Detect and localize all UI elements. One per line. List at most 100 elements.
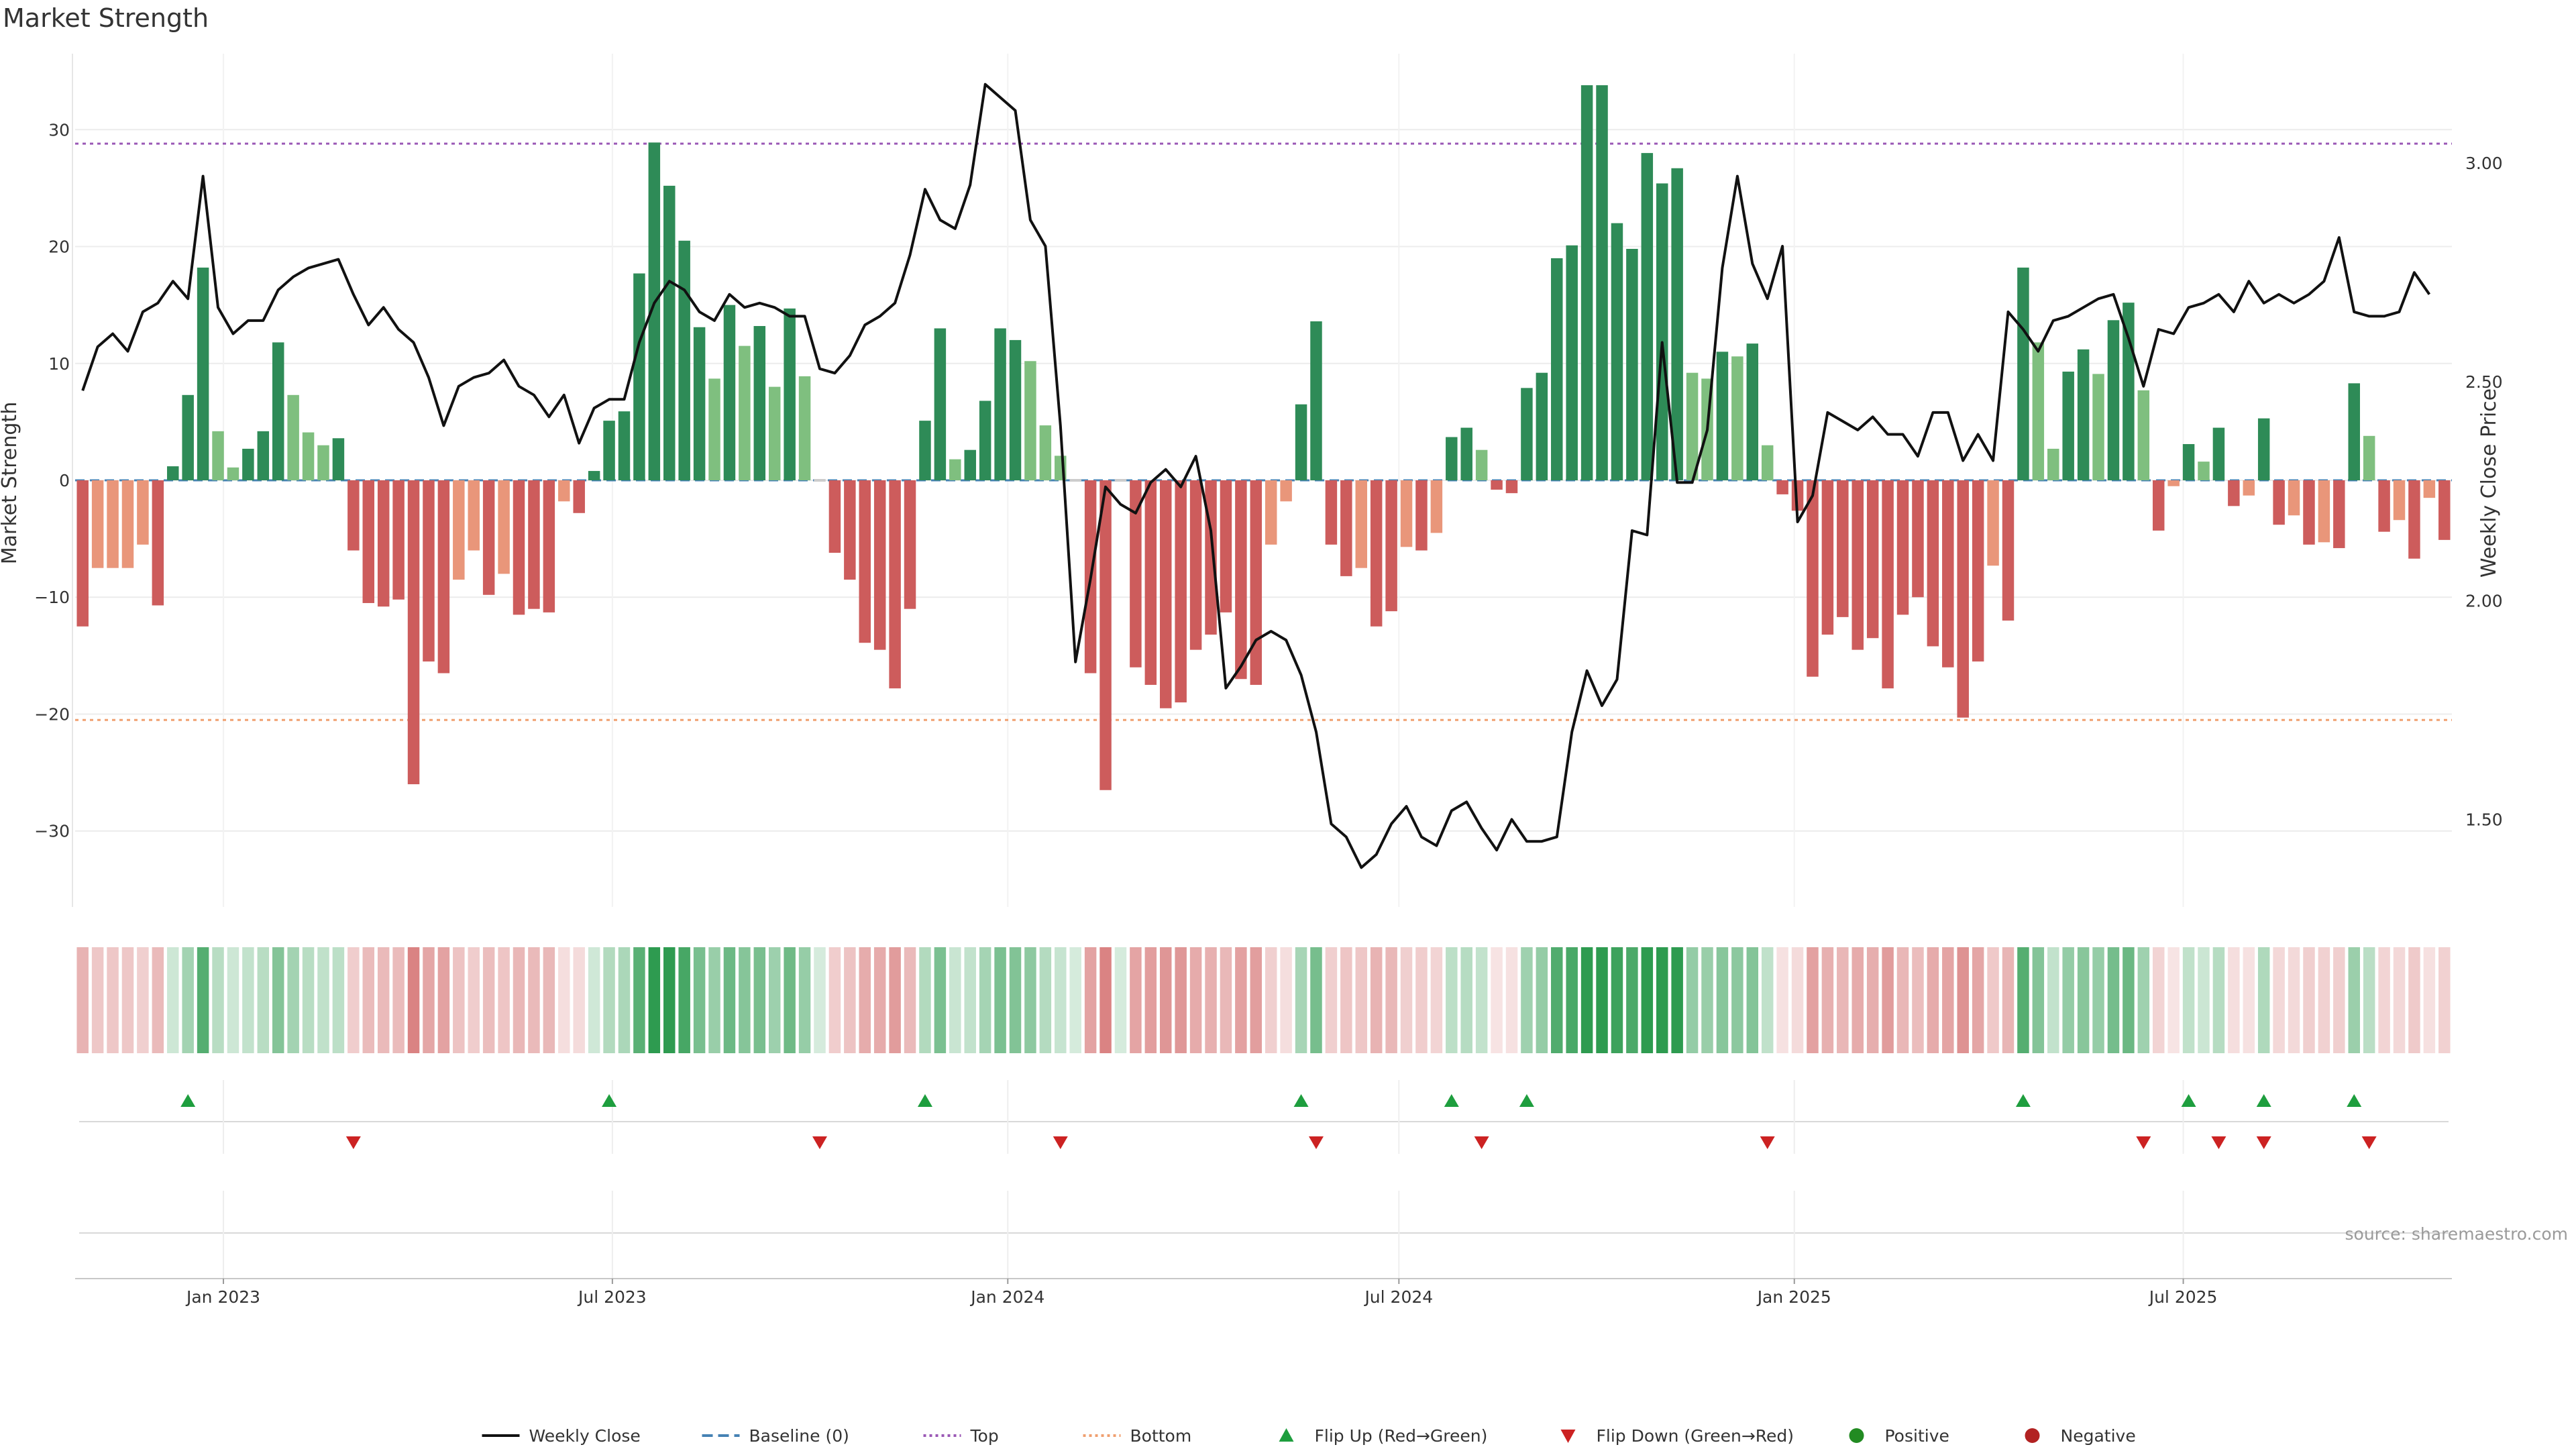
strength-bar	[573, 480, 585, 513]
strength-cell	[76, 947, 89, 1053]
strength-cell	[663, 947, 676, 1053]
strength-cell	[392, 947, 405, 1053]
strength-bar	[828, 480, 841, 553]
strength-cell	[558, 947, 570, 1053]
strength-cell	[1370, 947, 1383, 1053]
strength-bar	[648, 142, 661, 480]
strength-cell	[453, 947, 465, 1053]
strength-bar	[844, 480, 856, 580]
strength-bar	[2152, 480, 2165, 531]
strength-cell	[1295, 947, 1307, 1053]
strength-cell	[1972, 947, 1984, 1053]
strength-bar	[1896, 480, 1909, 615]
strength-bar	[1370, 480, 1383, 627]
strength-cell	[2167, 947, 2180, 1053]
strength-bar	[1250, 480, 1263, 685]
flip-down-marker	[2256, 1136, 2271, 1149]
strength-bar	[1671, 168, 1683, 480]
strength-cell	[1189, 947, 1202, 1053]
strength-cell	[2393, 947, 2406, 1053]
strength-cell	[468, 947, 480, 1053]
x-tick-label: Jul 2025	[2148, 1287, 2218, 1307]
flip-up-marker	[180, 1094, 196, 1107]
flip-up-marker	[2256, 1094, 2271, 1107]
strength-cell	[1130, 947, 1142, 1053]
strength-bar	[994, 328, 1006, 480]
flip-down-marker	[1474, 1136, 1489, 1149]
strength-cell	[317, 947, 329, 1053]
strength-bar	[317, 445, 329, 480]
legend-item: Bottom	[1083, 1426, 1191, 1446]
strength-cell	[227, 947, 239, 1053]
strength-cell	[1536, 947, 1548, 1053]
strength-bar	[212, 431, 224, 480]
strength-cell	[1475, 947, 1488, 1053]
strength-cell	[723, 947, 736, 1053]
strength-bar	[1837, 480, 1849, 617]
strength-cell	[2107, 947, 2120, 1053]
strength-bar	[1325, 480, 1338, 545]
strength-bar	[979, 400, 991, 480]
strength-cell	[1746, 947, 1759, 1053]
strength-bar	[2288, 480, 2300, 516]
strength-cell	[1551, 947, 1563, 1053]
strength-cell	[1626, 947, 1638, 1053]
strength-cell	[242, 947, 254, 1053]
strength-cell	[1400, 947, 1413, 1053]
strength-cell	[934, 947, 947, 1053]
strength-cell	[2348, 947, 2360, 1053]
strength-cell	[1385, 947, 1397, 1053]
strength-bar	[2408, 480, 2420, 559]
flip-signals-panel	[79, 1080, 2449, 1154]
strength-bar	[272, 342, 284, 480]
strength-cell	[1280, 947, 1292, 1053]
strength-cell	[1024, 947, 1036, 1053]
right-y-axis: 3.00 2.50 2.00 1.50	[2465, 154, 2503, 829]
strength-cell	[423, 947, 435, 1053]
strength-bar	[603, 421, 615, 480]
strength-cell	[137, 947, 149, 1053]
strength-bar	[2348, 383, 2360, 480]
strength-bar	[1656, 183, 1668, 480]
strength-cell	[693, 947, 706, 1053]
strength-cell	[814, 947, 826, 1053]
strength-bar	[2303, 480, 2315, 545]
strength-bar	[739, 345, 751, 480]
strength-cell	[1084, 947, 1097, 1053]
strength-cell	[588, 947, 600, 1053]
strength-bar	[1927, 480, 1939, 647]
strength-cell	[1325, 947, 1338, 1053]
strength-bar	[2333, 480, 2345, 549]
strength-bar	[949, 459, 961, 480]
strength-cell	[648, 947, 661, 1053]
strength-cell	[1882, 947, 1894, 1053]
strength-bar	[753, 325, 766, 480]
strength-cell	[287, 947, 299, 1053]
strength-cell	[949, 947, 961, 1053]
strength-bar	[1942, 480, 1954, 667]
strength-cell	[1716, 947, 1729, 1053]
strength-bar	[934, 328, 947, 480]
strength-cell	[1641, 947, 1654, 1053]
strength-bar	[1851, 480, 1864, 650]
strength-cell	[1099, 947, 1112, 1053]
strength-bar	[137, 480, 149, 545]
strength-bars	[76, 85, 2451, 790]
strength-bar	[1039, 425, 1052, 480]
strength-bar	[1686, 372, 1699, 480]
strength-bar	[1340, 480, 1352, 576]
chart-title: Market Strength	[3, 3, 209, 33]
y-tick-label: 20	[48, 237, 70, 257]
strength-cell	[437, 947, 450, 1053]
legend-swatch-positive	[1849, 1428, 1864, 1443]
strength-bar	[1957, 480, 1969, 718]
flip-down-marker	[812, 1136, 827, 1149]
strength-bar	[1491, 480, 1503, 490]
flip-up-marker	[2015, 1094, 2031, 1107]
legend-swatch-negative	[2025, 1428, 2040, 1443]
strength-cell	[1987, 947, 1999, 1053]
strength-cell	[2378, 947, 2390, 1053]
strength-cell	[678, 947, 690, 1053]
strength-cell	[1114, 947, 1127, 1053]
strength-bar	[723, 305, 736, 480]
